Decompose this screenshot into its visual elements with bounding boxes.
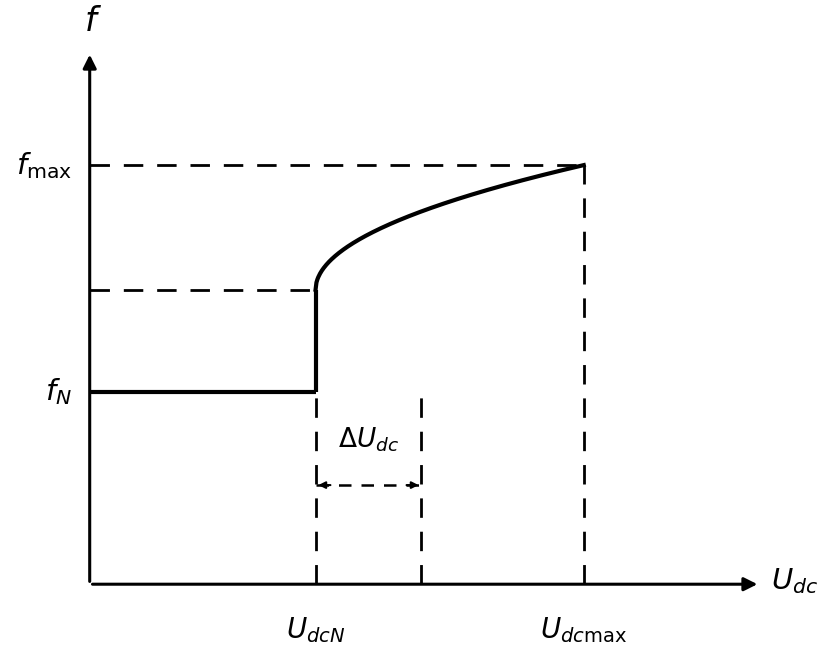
Text: $\Delta U_{dc}$: $\Delta U_{dc}$: [338, 426, 399, 454]
Text: $U_{dcN}$: $U_{dcN}$: [286, 616, 345, 645]
Text: $f$: $f$: [84, 5, 102, 38]
Text: $U_{dc{\rm max}}$: $U_{dc{\rm max}}$: [541, 616, 627, 645]
Text: $U_{dc}$: $U_{dc}$: [770, 567, 818, 596]
Text: $f_N$: $f_N$: [45, 376, 72, 407]
Text: $f_{\rm max}$: $f_{\rm max}$: [16, 150, 72, 181]
